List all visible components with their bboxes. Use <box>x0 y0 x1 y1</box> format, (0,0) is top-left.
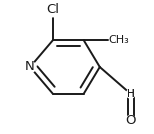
Text: N: N <box>25 60 35 74</box>
Circle shape <box>24 61 36 73</box>
Text: H: H <box>127 89 134 99</box>
Text: O: O <box>125 114 136 127</box>
Text: H: H <box>127 89 134 99</box>
Circle shape <box>46 2 60 17</box>
Text: Cl: Cl <box>46 3 59 16</box>
Circle shape <box>126 116 136 126</box>
Circle shape <box>126 90 135 98</box>
Text: CH₃: CH₃ <box>108 35 129 45</box>
